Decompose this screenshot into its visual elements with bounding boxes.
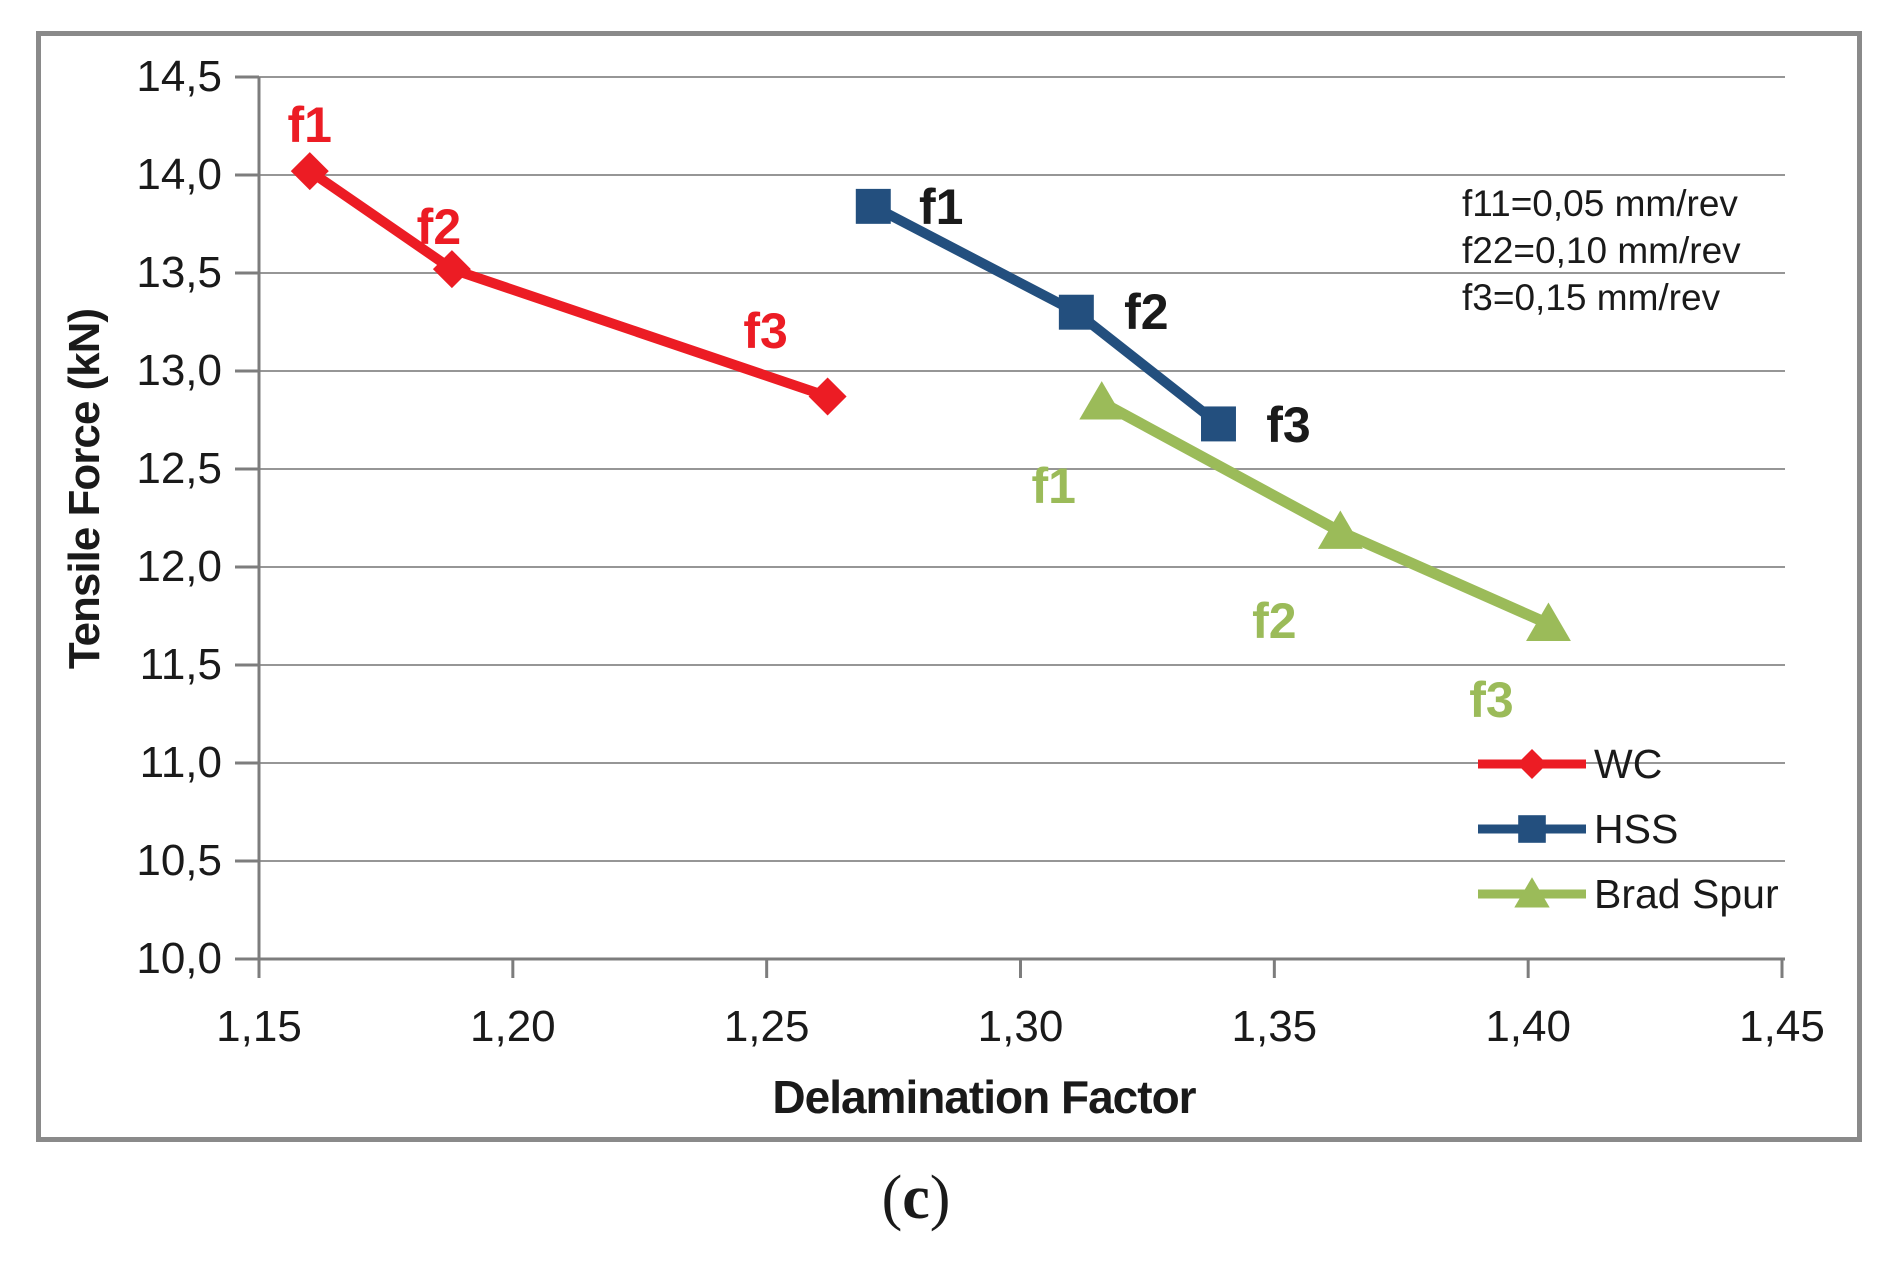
diamond-marker: [290, 152, 329, 191]
point-label: f2: [1124, 284, 1169, 341]
feed-rate-annotation: f11=0,05 mm/rev f22=0,10 mm/rev f3=0,15 …: [1462, 180, 1792, 321]
caption-letter: c: [902, 1164, 930, 1232]
y-tick-label: 14,5: [136, 52, 222, 101]
legend-label: HSS: [1594, 806, 1679, 852]
caption-paren-close: ): [929, 1164, 951, 1232]
point-label: f1: [287, 97, 332, 154]
legend-diamond-marker: [1517, 749, 1547, 779]
y-tick-label: 14,0: [136, 150, 222, 199]
caption-paren-open: (: [881, 1164, 903, 1232]
point-label: f3: [1266, 396, 1311, 453]
chart-frame: [36, 31, 1862, 1142]
legend-triangle-marker: [1514, 877, 1550, 908]
x-tick-label: 1,30: [977, 1002, 1064, 1051]
x-tick-label: 1,45: [1739, 1002, 1825, 1051]
point-label: f3: [743, 303, 788, 360]
y-tick-label: 10,5: [136, 836, 222, 885]
point-label: f1: [1031, 458, 1076, 515]
y-tick-label: 13,5: [136, 248, 222, 297]
annotation-line-2: f22=0,10 mm/rev: [1462, 230, 1741, 271]
square-marker: [855, 188, 891, 224]
x-tick-label: 1,40: [1485, 1002, 1571, 1051]
point-label: f1: [919, 179, 964, 236]
square-marker: [1058, 294, 1094, 330]
legend-label: WC: [1594, 741, 1663, 787]
point-label: f3: [1469, 671, 1514, 728]
point-label: f2: [1252, 592, 1297, 649]
y-tick-label: 12,5: [136, 444, 222, 493]
annotation-line-3: f3=0,15 mm/rev: [1462, 277, 1721, 318]
triangle-marker: [1317, 510, 1363, 549]
annotation-line-1: f11=0,05 mm/rev: [1462, 183, 1738, 224]
x-tick-label: 1,35: [1231, 1002, 1318, 1051]
y-axis-title: Tensile Force (kN): [60, 308, 109, 670]
triangle-marker: [1079, 381, 1125, 420]
y-tick-label: 11,5: [139, 640, 222, 689]
point-label: f2: [416, 199, 462, 256]
y-tick-label: 13,0: [136, 346, 222, 395]
diamond-marker: [432, 250, 471, 289]
x-axis-title: Delamination Factor: [772, 1071, 1196, 1123]
legend-square-marker: [1518, 815, 1546, 843]
figure-caption: (c): [786, 1156, 1046, 1240]
y-tick-label: 12,0: [136, 542, 222, 591]
x-tick-label: 1,15: [216, 1002, 302, 1051]
triangle-marker: [1526, 602, 1571, 641]
square-marker: [1201, 406, 1236, 442]
x-tick-label: 1,25: [723, 1002, 810, 1051]
legend-label: Brad Spur: [1594, 871, 1779, 917]
y-tick-label: 11,0: [139, 738, 222, 787]
x-tick-label: 1,20: [470, 1002, 556, 1051]
diamond-marker: [808, 377, 847, 416]
y-tick-label: 10,0: [136, 934, 222, 983]
